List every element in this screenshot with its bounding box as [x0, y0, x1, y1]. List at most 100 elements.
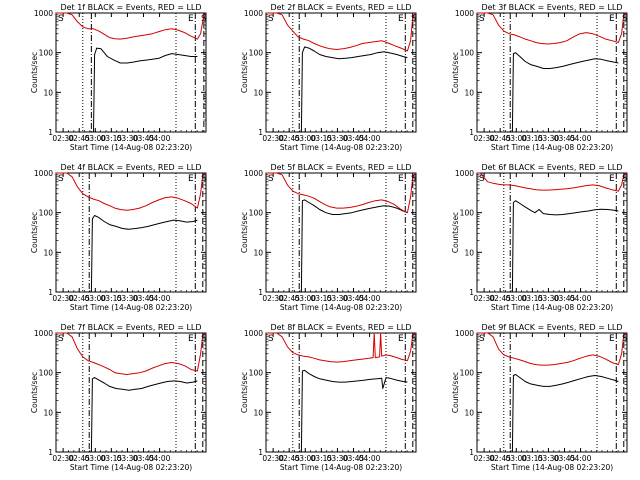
x-tick-label: 04:00 [149, 134, 171, 143]
x-tick-label: 02:30 [52, 454, 74, 463]
y-tick-label: 100 [39, 49, 54, 58]
x-tick-label: 02:45 [278, 294, 300, 303]
x-tick-label: 02:45 [489, 134, 511, 143]
panel-title: Det 2f BLACK = Events, RED = LLD [270, 3, 411, 12]
x-axis-label: Start Time (14-Aug-08 02:23:20) [70, 463, 192, 472]
segment-marker: S [479, 334, 485, 344]
series-line-events [93, 47, 198, 133]
x-tick-label: 02:45 [278, 134, 300, 143]
x-tick-label: 04:00 [570, 454, 592, 463]
segment-marker: S [268, 334, 274, 344]
y-tick-label: 100 [249, 209, 264, 218]
x-tick-label: 03:30 [327, 134, 349, 143]
x-tick-label: 03:00 [294, 134, 316, 143]
x-axis-label: Start Time (14-Aug-08 02:23:20) [70, 143, 192, 152]
segment-marker: S [58, 14, 64, 24]
segment-marker: E [398, 14, 404, 24]
y-tick-label: 1 [469, 288, 474, 297]
y-axis-label: Counts/sec [30, 212, 39, 253]
x-tick-label: 03:30 [538, 454, 560, 463]
x-tick-label: 03:00 [84, 454, 106, 463]
y-axis-label: Counts/sec [451, 212, 460, 253]
panel-title: Det 9f BLACK = Events, RED = LLD [481, 323, 622, 332]
segment-marker: S [411, 14, 417, 24]
x-tick-label: 03:00 [294, 294, 316, 303]
x-tick-label: 03:45 [554, 134, 576, 143]
series-line-lld [56, 332, 207, 375]
x-tick-label: 02:45 [489, 454, 511, 463]
segment-marker: S [268, 14, 274, 24]
plot-frame [476, 12, 628, 133]
segment-marker: S [201, 14, 207, 24]
series-line-events [300, 369, 408, 453]
y-tick-label: 1 [258, 288, 263, 297]
x-tick-label: 02:45 [278, 454, 300, 463]
x-tick-label: 03:15 [101, 454, 123, 463]
segment-marker: E [609, 14, 615, 24]
y-tick-label: 1000 [244, 169, 263, 178]
x-tick-label: 03:15 [101, 134, 123, 143]
x-tick-label: 02:30 [473, 134, 495, 143]
panel-title: Det 5f BLACK = Events, RED = LLD [270, 163, 411, 172]
x-tick-label: 03:15 [311, 134, 333, 143]
segment-marker: S [622, 14, 628, 24]
x-tick-label: 03:15 [522, 294, 544, 303]
plot-frame [476, 332, 628, 453]
y-tick-label: 1000 [455, 169, 474, 178]
segment-marker: E [398, 334, 404, 344]
segment-marker: S [201, 334, 207, 344]
series-line-events [511, 374, 619, 453]
panel-title: Det 8f BLACK = Events, RED = LLD [270, 323, 411, 332]
y-tick-label: 1 [258, 128, 263, 137]
panel-det-6: Det 6f BLACK = Events, RED = LLD 1 10 100 10… [451, 163, 628, 312]
y-tick-label: 1 [48, 288, 53, 297]
x-tick-label: 03:45 [133, 294, 155, 303]
x-tick-label: 02:30 [262, 294, 284, 303]
x-tick-label: 02:30 [262, 454, 284, 463]
x-axis-label: Start Time (14-Aug-08 02:23:20) [280, 303, 402, 312]
segment-marker: S [201, 174, 207, 184]
panel-det-7: Det 7f BLACK = Events, RED = LLD 1 10 100 10… [30, 323, 207, 472]
y-tick-label: 1000 [34, 329, 53, 338]
x-tick-label: 04:00 [359, 454, 381, 463]
segment-marker: E [609, 334, 615, 344]
y-axis-label: Counts/sec [240, 52, 249, 93]
segment-marker: S [411, 174, 417, 184]
segment-marker: E [188, 334, 194, 344]
y-axis-label: Counts/sec [30, 372, 39, 413]
y-axis-label: Counts/sec [240, 212, 249, 253]
y-tick-label: 1 [258, 448, 263, 457]
x-tick-label: 03:15 [311, 294, 333, 303]
panel-det-8: Det 8f BLACK = Events, RED = LLD 1 10 100 10… [240, 323, 417, 472]
panel-det-1: Det 1f BLACK = Events, RED = LLD 1 10 100 10… [30, 3, 207, 152]
series-line-lld [266, 172, 417, 214]
series-line-events [511, 52, 619, 133]
x-tick-label: 02:30 [52, 134, 74, 143]
series-line-lld [56, 12, 207, 40]
segment-marker: S [622, 334, 628, 344]
panel-title: Det 4f BLACK = Events, RED = LLD [60, 163, 201, 172]
panel-title: Det 3f BLACK = Events, RED = LLD [481, 3, 622, 12]
y-axis-label: Counts/sec [451, 372, 460, 413]
y-tick-label: 1 [469, 448, 474, 457]
series-line-lld [477, 332, 628, 366]
y-tick-label: 1 [48, 448, 53, 457]
segment-marker: S [479, 14, 485, 24]
y-tick-label: 1000 [244, 9, 263, 18]
x-tick-label: 02:30 [52, 294, 74, 303]
panel-title: Det 1f BLACK = Events, RED = LLD [60, 3, 201, 12]
panel-det-2: Det 2f BLACK = Events, RED = LLD 1 10 100 10… [240, 3, 417, 152]
segment-marker: E [398, 174, 404, 184]
y-tick-label: 1000 [34, 169, 53, 178]
y-tick-label: 100 [460, 369, 475, 378]
y-tick-label: 10 [464, 248, 474, 257]
x-tick-label: 03:30 [538, 294, 560, 303]
segment-marker: S [622, 174, 628, 184]
y-tick-label: 10 [464, 88, 474, 97]
y-tick-label: 10 [253, 248, 263, 257]
y-tick-label: 10 [43, 248, 53, 257]
series-line-events [300, 46, 408, 133]
x-tick-label: 02:45 [489, 294, 511, 303]
y-tick-label: 1 [469, 128, 474, 137]
x-tick-label: 04:00 [570, 294, 592, 303]
